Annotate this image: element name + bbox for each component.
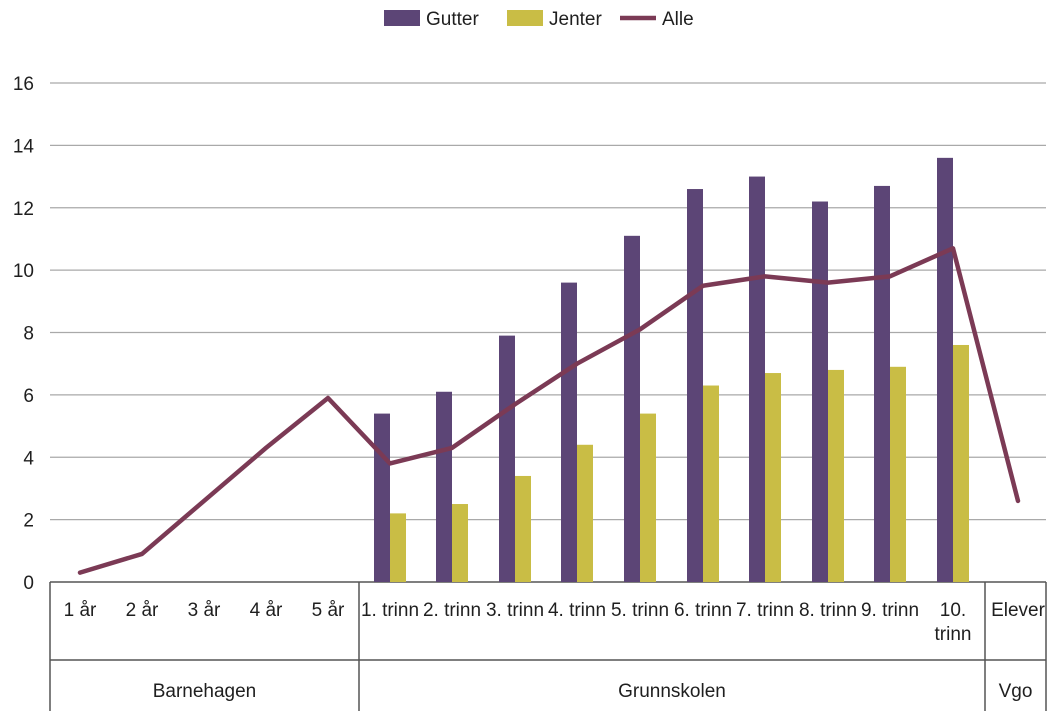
x-tick-label: 10. trinn — [935, 600, 972, 645]
x-tick-label: 5 år — [312, 600, 345, 621]
x-tick-label: 2. trinn — [423, 600, 481, 621]
bar-gutter — [812, 201, 828, 582]
bar-jenter — [953, 344, 969, 582]
bar-gutter — [687, 189, 703, 582]
bar-jenter — [765, 373, 781, 582]
bar-gutter — [624, 235, 640, 582]
y-axis-ticks: 0 2 4 6 8 10 12 14 16 — [13, 74, 35, 594]
bars — [374, 157, 969, 582]
x-tick-label: 6. trinn — [674, 600, 732, 621]
y-tick-label: 4 — [23, 448, 34, 469]
group-label: Barnehagen — [153, 681, 257, 702]
legend-label: Alle — [662, 9, 694, 30]
legend-label: Jenter — [549, 9, 602, 30]
x-axis: 1 år 2 år 3 år 4 år 5 år 1. trinn 2. trinn 3. t… — [49, 582, 1047, 711]
bar-gutter — [561, 282, 577, 582]
y-tick-label: 6 — [23, 386, 34, 407]
bar-gutter — [436, 391, 452, 582]
bar-jenter — [640, 413, 656, 582]
gridlines — [50, 82, 1046, 583]
x-tick-label: 1 år — [64, 600, 97, 621]
y-tick-label: 14 — [13, 136, 35, 157]
x-tick-label: 2 år — [126, 600, 159, 621]
bar-jenter — [703, 385, 719, 582]
bar-gutter — [499, 335, 515, 582]
bar-gutter — [374, 413, 390, 582]
legend-item-gutter: Gutter — [384, 9, 479, 30]
y-tick-label: 2 — [23, 511, 34, 532]
x-tick-label: 4 år — [250, 600, 283, 621]
bar-jenter — [890, 366, 906, 582]
y-tick-label: 0 — [23, 573, 34, 594]
bar-jenter — [828, 369, 844, 582]
bar-jenter — [390, 513, 406, 582]
legend-swatch — [507, 10, 543, 26]
legend: Gutter Jenter Alle — [384, 9, 694, 30]
x-tick-label: 4. trinn — [548, 600, 606, 621]
x-tick-label: 3. trinn — [486, 600, 544, 621]
x-tick-label: 8. trinn — [799, 600, 857, 621]
legend-label: Gutter — [426, 9, 479, 30]
y-tick-label: 16 — [13, 74, 34, 95]
y-tick-label: 10 — [13, 261, 34, 282]
bar-gutter — [937, 157, 953, 582]
x-tick-label: 1. trinn — [361, 600, 419, 621]
x-tick-label: 9. trinn — [861, 600, 919, 621]
bar-gutter — [749, 176, 765, 582]
y-tick-label: 12 — [13, 199, 34, 220]
bar-jenter — [452, 504, 468, 582]
bar-jenter — [577, 444, 593, 582]
group-label: Grunnskolen — [618, 681, 726, 702]
legend-item-jenter: Jenter — [507, 9, 602, 30]
alle-line — [77, 246, 1021, 575]
bar-jenter — [515, 475, 531, 582]
group-label: Vgo — [999, 681, 1033, 702]
line-series-alle — [77, 246, 1021, 575]
x-tick-label: 5. trinn — [611, 600, 669, 621]
x-tick-label: 7. trinn — [736, 600, 794, 621]
x-tick-label: Elever — [991, 600, 1046, 621]
y-tick-label: 8 — [23, 324, 34, 345]
legend-swatch — [384, 10, 420, 26]
bar-gutter — [874, 185, 890, 582]
x-tick-label: 3 år — [188, 600, 221, 621]
legend-item-alle: Alle — [620, 9, 694, 30]
